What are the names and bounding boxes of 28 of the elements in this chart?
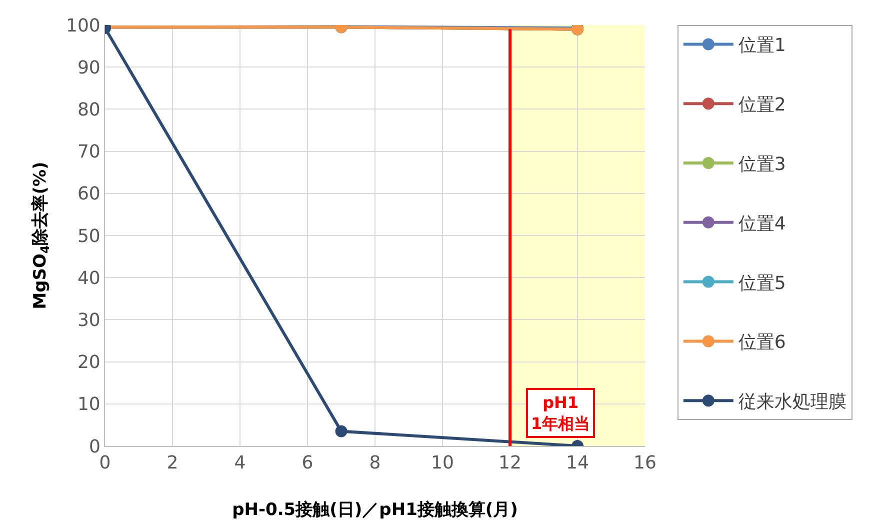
legend-label: 位置3 xyxy=(738,154,786,176)
legend-label: 位置1 xyxy=(738,35,786,56)
legend-label: 位置5 xyxy=(738,272,786,294)
ref-line-label: pH1 1年相当 xyxy=(531,393,590,433)
y-tick-label: 10 xyxy=(77,394,100,416)
y-tick-label: 40 xyxy=(77,268,100,289)
y-tick-label: 100 xyxy=(66,15,100,36)
x-tick-label: 10 xyxy=(431,452,454,474)
x-tick-label: 14 xyxy=(566,452,589,474)
y-tick-label: 90 xyxy=(77,57,100,78)
legend-label: 従来水処理膜 xyxy=(738,392,846,413)
x-axis-title: pH-0.5接触(日)／pH1接触換算(月) xyxy=(232,500,518,520)
y-tick-label: 50 xyxy=(77,226,100,247)
y-tick-label: 70 xyxy=(77,142,100,163)
x-tick-label: 16 xyxy=(634,452,656,474)
y-tick-label: 0 xyxy=(88,436,100,458)
y-tick-label: 20 xyxy=(77,352,100,374)
y-tick-label: 60 xyxy=(77,184,100,205)
x-tick-label: 8 xyxy=(369,452,381,474)
x-tick-label: 4 xyxy=(234,452,246,474)
y-tick-label: 80 xyxy=(77,100,100,120)
x-tick-label: 6 xyxy=(302,452,314,474)
legend-label: 位置2 xyxy=(738,94,786,116)
legend-label: 位置4 xyxy=(738,213,786,234)
x-tick-label: 12 xyxy=(498,452,522,474)
y-tick-label: 30 xyxy=(77,310,100,331)
x-tick-label: 2 xyxy=(166,452,178,474)
legend-label: 位置6 xyxy=(738,332,786,354)
